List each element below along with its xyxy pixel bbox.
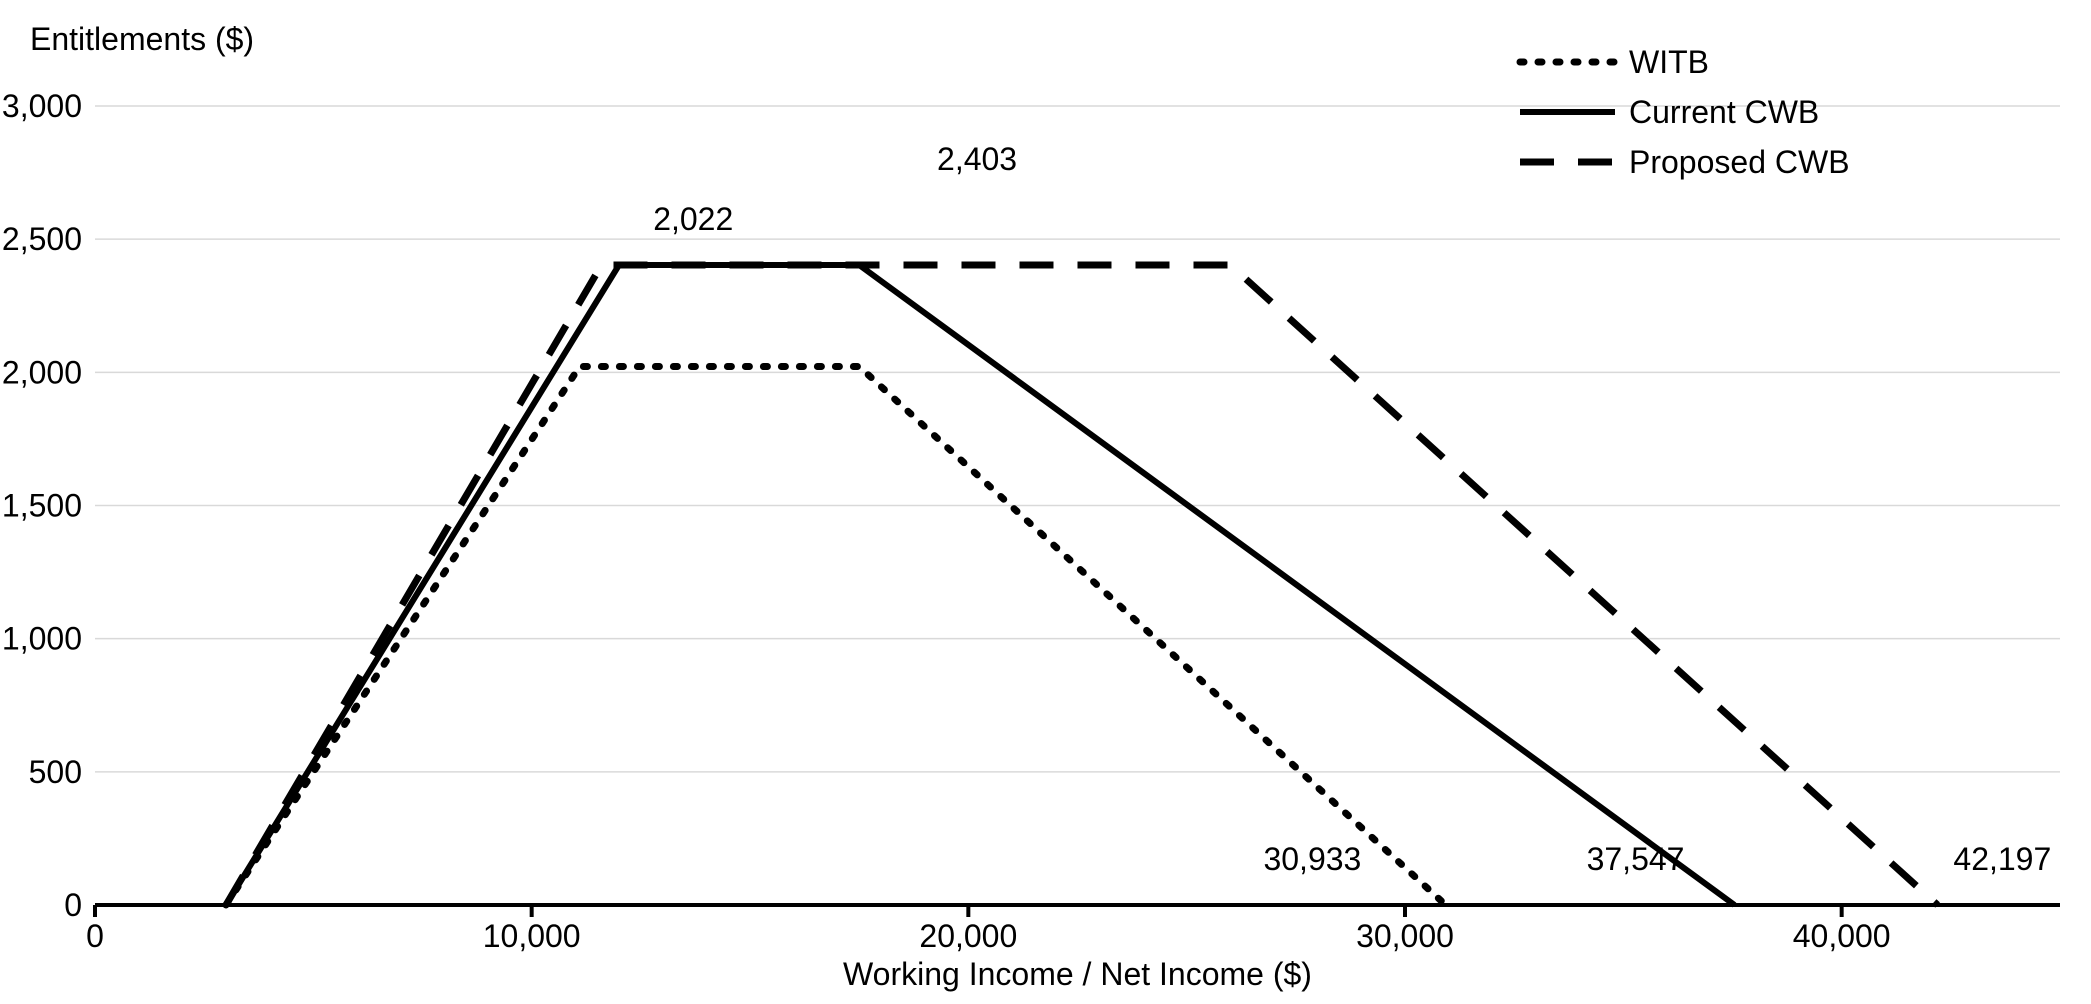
x-tick-label: 10,000	[483, 918, 581, 954]
x-tick-label: 30,000	[1356, 918, 1454, 954]
y-tick-label: 3,000	[2, 88, 82, 124]
y-axis-title: Entitlements ($)	[30, 21, 254, 57]
y-tick-label: 1,000	[2, 621, 82, 657]
annotation: 2,403	[937, 141, 1017, 177]
annotation: 30,933	[1263, 841, 1361, 877]
x-tick-label: 40,000	[1793, 918, 1891, 954]
x-tick-label: 20,000	[919, 918, 1017, 954]
legend-label: WITB	[1629, 44, 1709, 80]
legend-label: Proposed CWB	[1629, 144, 1850, 180]
x-axis-title: Working Income / Net Income ($)	[843, 956, 1312, 992]
chart-svg: 0 10,000 20,000 30,000 40,000 0 500 1,000 1,500 2…	[0, 0, 2091, 1004]
x-tick-label: 0	[86, 918, 104, 954]
entitlements-chart: 0 10,000 20,000 30,000 40,000 0 500 1,000 1,500 2…	[0, 0, 2091, 1004]
annotation: 2,022	[653, 201, 733, 237]
legend-label: Current CWB	[1629, 94, 1819, 130]
annotation: 37,547	[1587, 841, 1685, 877]
annotation: 42,197	[1953, 841, 2051, 877]
y-tick-label: 2,500	[2, 221, 82, 257]
y-tick-label: 1,500	[2, 488, 82, 524]
y-tick-label: 2,000	[2, 354, 82, 390]
y-tick-label: 500	[29, 754, 82, 790]
y-tick-label: 0	[64, 887, 82, 923]
